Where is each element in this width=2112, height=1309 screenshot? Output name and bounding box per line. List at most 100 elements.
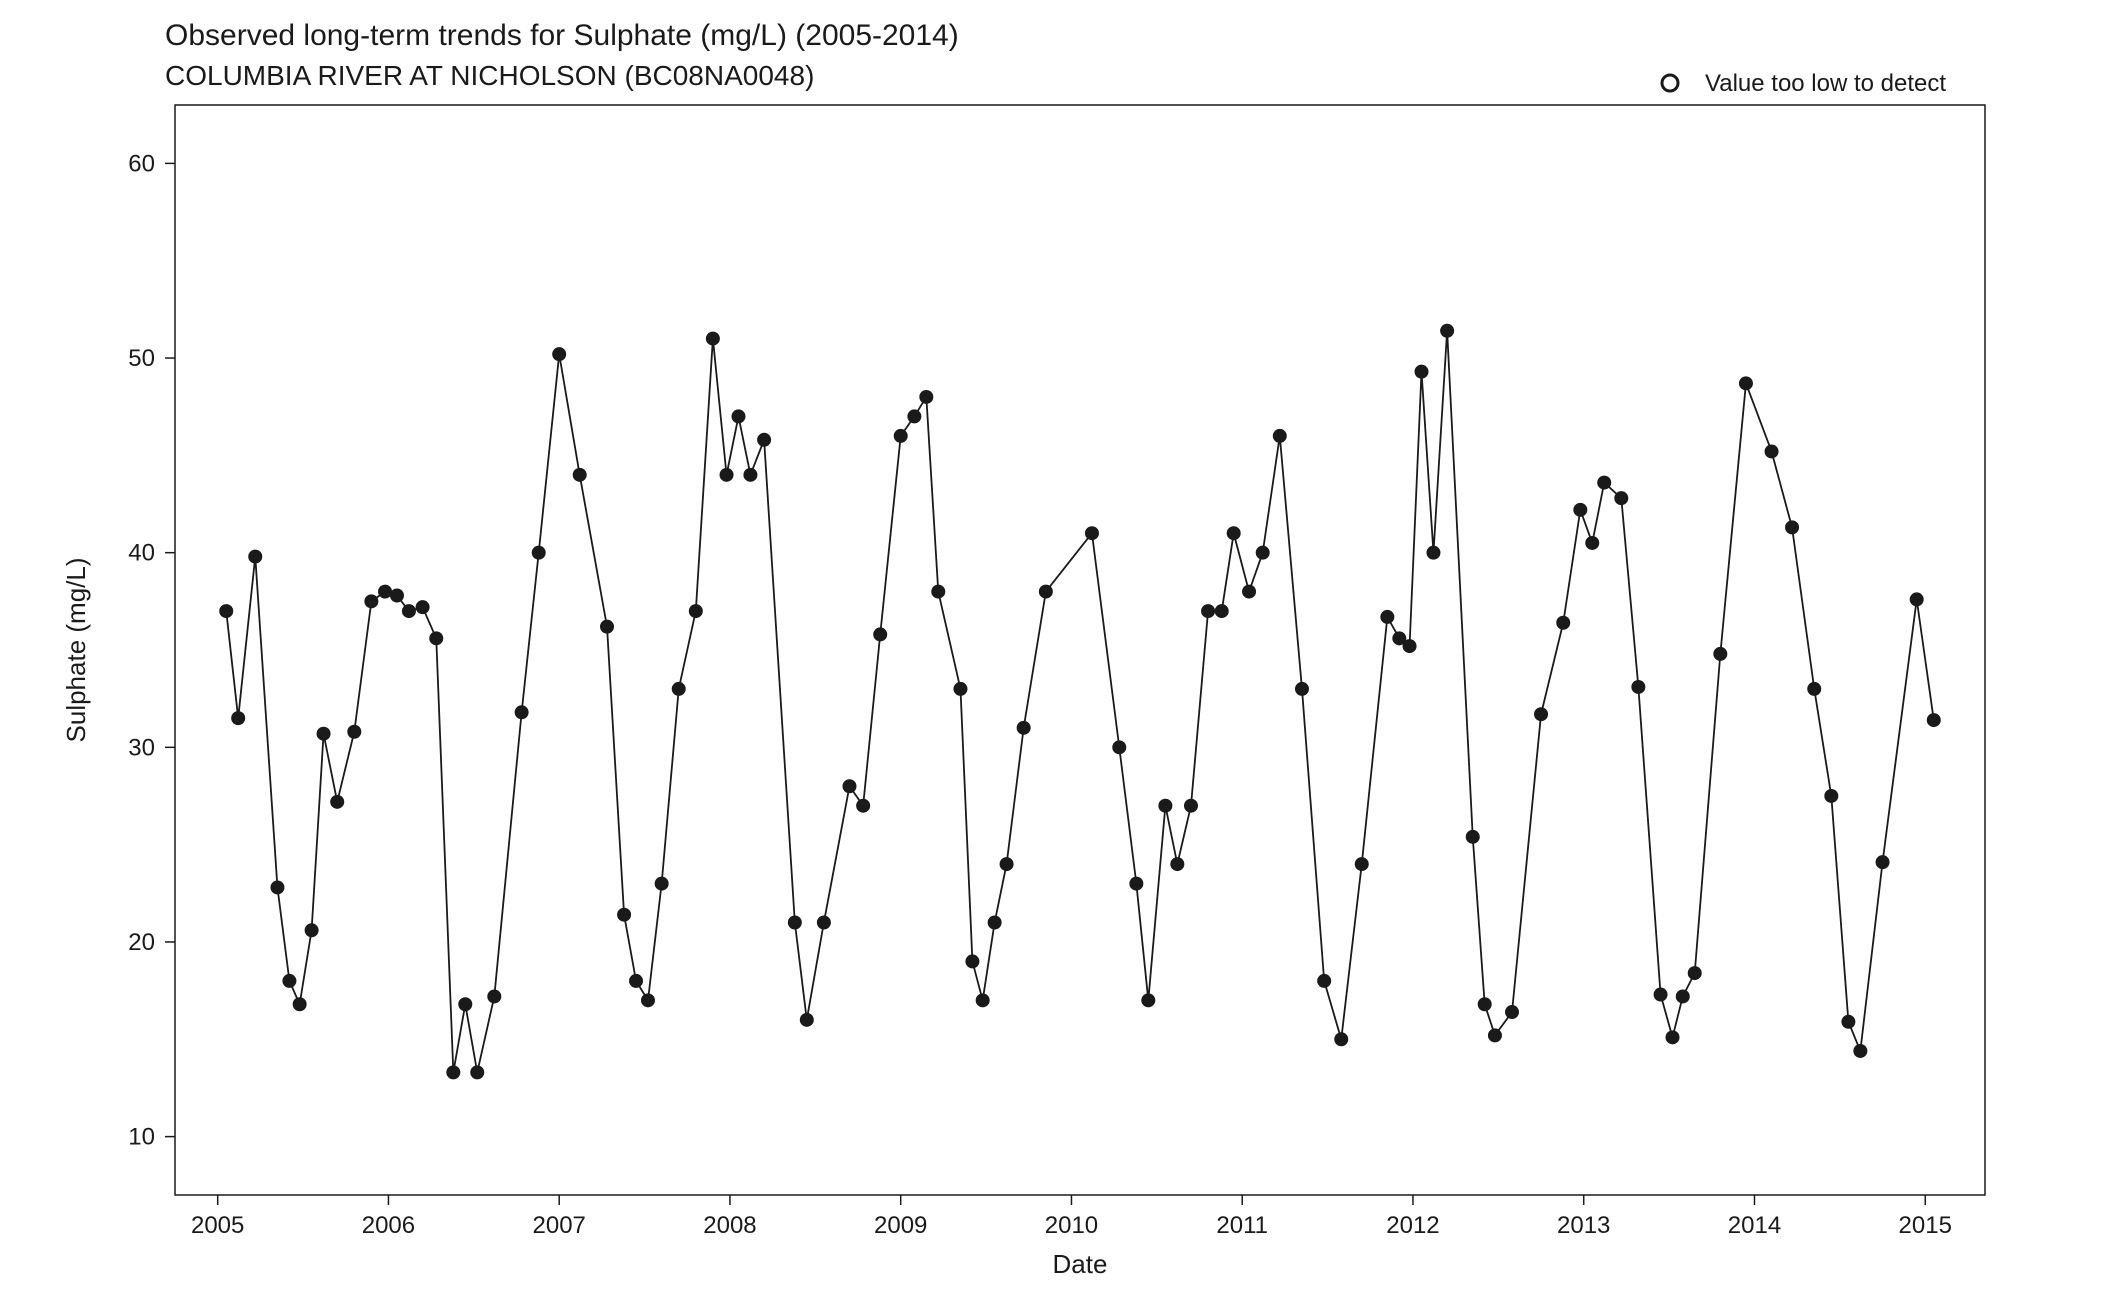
data-point: [873, 627, 887, 641]
chart-subtitle: COLUMBIA RIVER AT NICHOLSON (BC08NA0048): [165, 60, 814, 91]
data-point: [364, 594, 378, 608]
data-point: [429, 631, 443, 645]
data-point: [1184, 799, 1198, 813]
data-point: [1440, 324, 1454, 338]
data-point: [788, 916, 802, 930]
x-tick-label: 2007: [533, 1212, 586, 1239]
data-point: [1039, 585, 1053, 599]
data-point: [231, 711, 245, 725]
data-point: [1017, 721, 1031, 735]
data-point: [1853, 1044, 1867, 1058]
data-point: [378, 585, 392, 599]
data-point: [1505, 1005, 1519, 1019]
data-point: [293, 997, 307, 1011]
data-point: [248, 550, 262, 564]
data-point: [706, 332, 720, 346]
data-point: [1688, 966, 1702, 980]
data-point: [1466, 830, 1480, 844]
x-tick-label: 2009: [874, 1212, 927, 1239]
data-point: [1085, 526, 1099, 540]
data-point: [1215, 604, 1229, 618]
data-point: [1129, 877, 1143, 891]
data-point: [629, 974, 643, 988]
x-tick-label: 2012: [1386, 1212, 1439, 1239]
data-point: [1334, 1032, 1348, 1046]
data-point: [1170, 857, 1184, 871]
data-point: [1403, 639, 1417, 653]
data-point: [1739, 376, 1753, 390]
data-point: [515, 705, 529, 719]
y-tick-label: 50: [128, 345, 155, 372]
data-point: [743, 468, 757, 482]
data-point: [1158, 799, 1172, 813]
data-point: [573, 468, 587, 482]
y-tick-label: 60: [128, 150, 155, 177]
data-point: [641, 993, 655, 1007]
data-point: [976, 993, 990, 1007]
data-point: [1631, 680, 1645, 694]
data-point: [720, 468, 734, 482]
data-point: [600, 620, 614, 634]
data-point: [1141, 993, 1155, 1007]
data-point: [931, 585, 945, 599]
data-point: [1295, 682, 1309, 696]
x-tick-label: 2006: [362, 1212, 415, 1239]
data-point: [1000, 857, 1014, 871]
data-point: [856, 799, 870, 813]
data-point: [1201, 604, 1215, 618]
data-point: [305, 923, 319, 937]
data-point: [1585, 536, 1599, 550]
chart-container: Observed long-term trends for Sulphate (…: [0, 0, 2112, 1309]
data-point: [1273, 429, 1287, 443]
data-point: [487, 989, 501, 1003]
data-point: [1785, 520, 1799, 534]
data-point: [1824, 789, 1838, 803]
data-point: [1765, 444, 1779, 458]
data-point: [1242, 585, 1256, 599]
data-point: [347, 725, 361, 739]
legend-label: Value too low to detect: [1705, 70, 1946, 97]
data-point: [672, 682, 686, 696]
data-point: [1426, 546, 1440, 560]
data-point: [1654, 988, 1668, 1002]
data-point: [458, 997, 472, 1011]
data-point: [655, 877, 669, 891]
data-point: [402, 604, 416, 618]
data-point: [1256, 546, 1270, 560]
data-point: [1676, 989, 1690, 1003]
data-point: [1112, 740, 1126, 754]
data-point: [1478, 997, 1492, 1011]
x-tick-label: 2014: [1728, 1212, 1781, 1239]
data-point: [1317, 974, 1331, 988]
y-tick-label: 10: [128, 1124, 155, 1151]
data-point: [953, 682, 967, 696]
x-axis-label: Date: [1053, 1249, 1108, 1279]
y-axis-label: Sulphate (mg/L): [61, 558, 91, 743]
data-point: [689, 604, 703, 618]
data-point: [617, 908, 631, 922]
data-point: [1556, 616, 1570, 630]
data-point: [1597, 476, 1611, 490]
x-tick-label: 2005: [191, 1212, 244, 1239]
x-tick-label: 2013: [1557, 1212, 1610, 1239]
data-point: [446, 1065, 460, 1079]
data-point: [1841, 1015, 1855, 1029]
data-point: [270, 880, 284, 894]
y-tick-label: 30: [128, 734, 155, 761]
x-tick-label: 2008: [703, 1212, 756, 1239]
data-point: [965, 954, 979, 968]
data-point: [800, 1013, 814, 1027]
data-point: [1910, 592, 1924, 606]
data-point: [282, 974, 296, 988]
data-point: [330, 795, 344, 809]
data-point: [1573, 503, 1587, 517]
data-point: [842, 779, 856, 793]
data-point: [470, 1065, 484, 1079]
x-tick-label: 2011: [1216, 1212, 1268, 1239]
x-tick-label: 2015: [1899, 1212, 1952, 1239]
data-point: [1488, 1028, 1502, 1042]
data-point: [1355, 857, 1369, 871]
data-point: [894, 429, 908, 443]
data-point: [1876, 855, 1890, 869]
data-point: [907, 409, 921, 423]
